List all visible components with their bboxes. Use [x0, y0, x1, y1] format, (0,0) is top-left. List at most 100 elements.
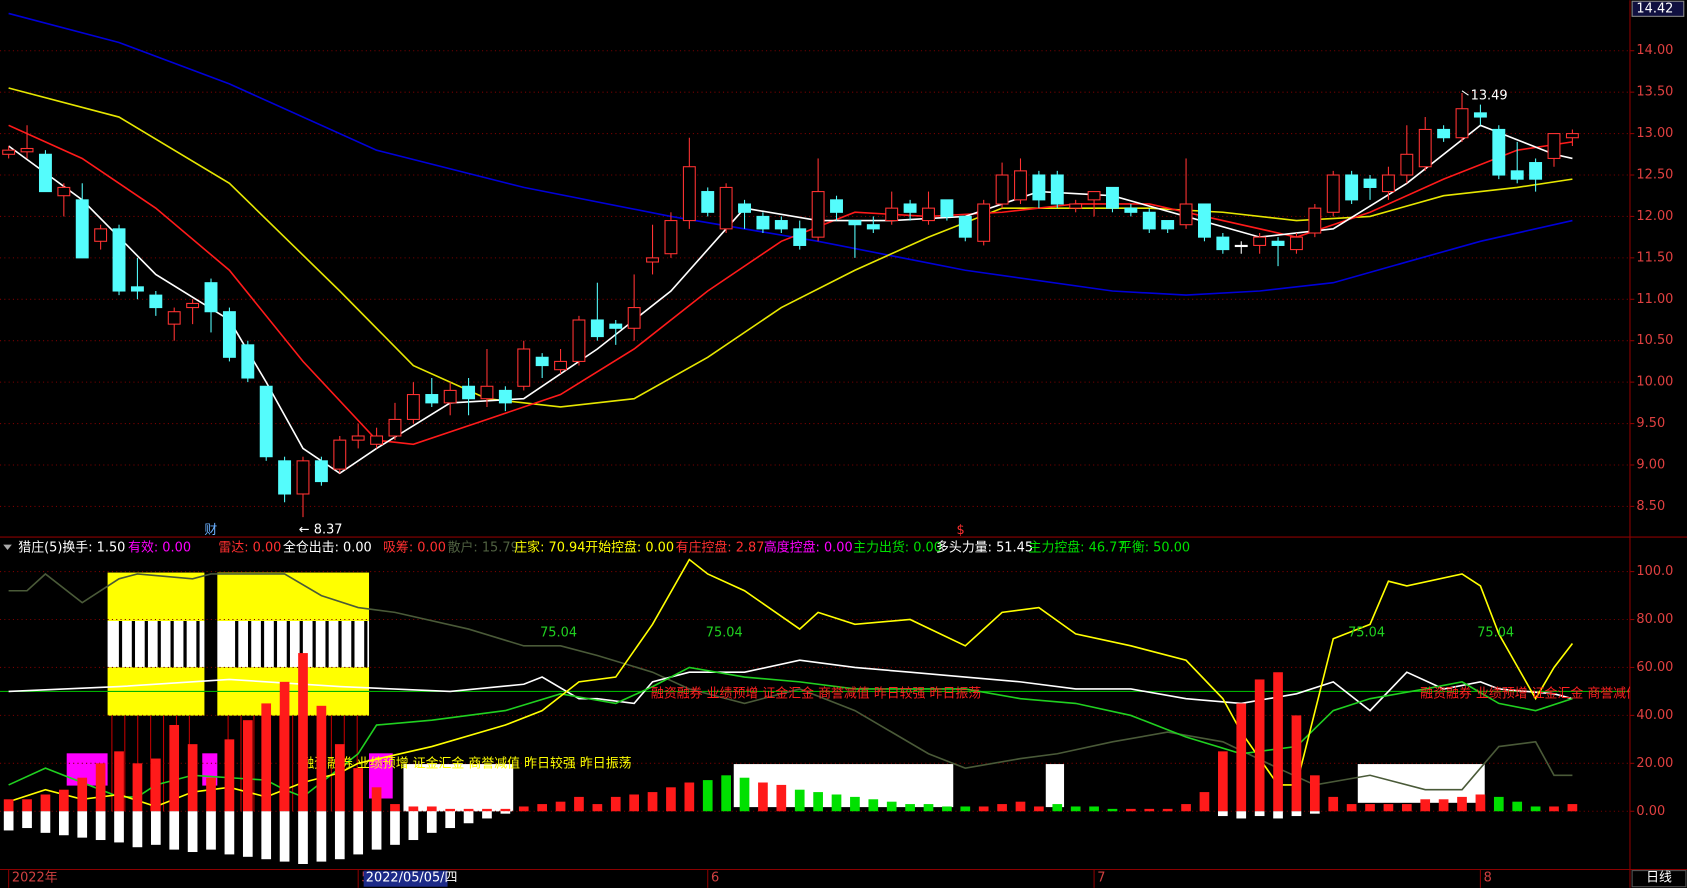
candle-body — [940, 199, 954, 217]
candle-body — [1473, 112, 1487, 118]
candle-body — [517, 348, 531, 387]
bar — [298, 811, 308, 865]
bar — [316, 705, 327, 812]
bar — [1254, 679, 1265, 812]
bar — [1383, 804, 1394, 812]
candle-body — [186, 302, 200, 309]
bar — [242, 720, 253, 812]
block — [733, 764, 954, 808]
signal-label: 融资融券 业绩预增 证金汇金 商誉减值 昨日较强 昨日振荡 — [651, 686, 981, 702]
bar — [353, 768, 364, 812]
bar — [426, 806, 437, 812]
candle-body — [1179, 203, 1193, 226]
bar — [978, 806, 989, 812]
y-tick-label: 10.50 — [1636, 333, 1673, 348]
bar — [1144, 808, 1155, 812]
bar — [371, 787, 382, 812]
bar — [150, 758, 161, 812]
bar — [40, 811, 51, 833]
bar — [1254, 811, 1265, 817]
candle-body — [462, 385, 476, 400]
bar — [1199, 792, 1210, 812]
candle-body — [498, 389, 512, 404]
legend-item: 主力出货: 0.00 — [853, 539, 942, 555]
candle-body — [1289, 236, 1303, 251]
block — [107, 572, 205, 621]
y-tick-label: 11.50 — [1636, 250, 1673, 265]
candle-body — [1381, 174, 1395, 193]
bar — [150, 811, 161, 845]
low-label: 8.37 — [314, 523, 343, 538]
bar — [58, 811, 69, 836]
candle-body — [278, 460, 292, 495]
candle-body — [94, 228, 108, 242]
block — [403, 764, 514, 812]
y-tick-label: 80.00 — [1636, 612, 1673, 627]
event-marker: $ — [956, 523, 964, 538]
bar — [592, 804, 603, 812]
bar — [1346, 804, 1357, 812]
bar — [463, 808, 474, 812]
bar — [1309, 811, 1320, 814]
bar — [482, 808, 492, 812]
bar — [261, 811, 272, 860]
bar — [1438, 799, 1449, 812]
bar — [997, 804, 1007, 812]
candle-body — [1014, 170, 1027, 201]
candle-body — [1142, 211, 1156, 230]
bar — [1291, 811, 1302, 817]
bar — [390, 811, 400, 845]
candle-body — [296, 460, 310, 495]
bar — [1015, 801, 1026, 812]
line — [8, 87, 1573, 408]
bar — [702, 780, 713, 812]
y-tick-label: 11.00 — [1636, 292, 1673, 307]
block — [1045, 764, 1065, 808]
candle-body — [1216, 236, 1230, 251]
bar — [77, 811, 88, 838]
bar — [629, 794, 639, 812]
bar — [1034, 806, 1044, 812]
bar — [390, 804, 400, 812]
candle-body — [719, 186, 733, 230]
y-tick-label: 10.00 — [1636, 375, 1673, 390]
candle-body — [609, 323, 623, 329]
legend-item: 换手: 1.50 — [62, 540, 125, 555]
bar — [371, 811, 382, 850]
bar — [187, 744, 198, 812]
y-tick-label: 13.50 — [1636, 85, 1673, 100]
candle-body — [811, 191, 825, 238]
candle-body — [333, 439, 347, 470]
legend-item: 平衡: 50.00 — [1119, 540, 1190, 555]
period-label: 日线 — [1646, 871, 1672, 886]
x-tick-label: 2022年 — [12, 871, 58, 886]
signal-label: 75.04 — [706, 625, 743, 640]
candle-body — [1547, 133, 1561, 159]
bar — [316, 811, 327, 862]
block — [1357, 764, 1485, 803]
bar — [1420, 799, 1431, 812]
candle-body — [682, 166, 696, 222]
candle-body — [241, 344, 255, 379]
bar — [886, 801, 897, 812]
bar — [518, 806, 529, 812]
bar — [1273, 672, 1283, 812]
candle-body — [554, 360, 568, 371]
x-tick-label: 6 — [711, 871, 719, 886]
bar — [1052, 804, 1063, 812]
legend-item: 有庄控盘: 2.87 — [676, 539, 765, 555]
bar — [132, 811, 143, 848]
cursor-box — [363, 870, 448, 887]
y-tick-label: 8.50 — [1636, 499, 1665, 514]
candle-body — [590, 319, 604, 338]
candle-body — [2, 149, 16, 155]
bar — [1401, 804, 1412, 812]
candle-body — [848, 220, 862, 226]
candle-body — [149, 294, 163, 309]
bar — [1365, 804, 1375, 812]
block — [217, 572, 370, 621]
candle-body — [1050, 174, 1064, 205]
candle-body — [425, 394, 439, 404]
candle-body — [1326, 174, 1340, 213]
